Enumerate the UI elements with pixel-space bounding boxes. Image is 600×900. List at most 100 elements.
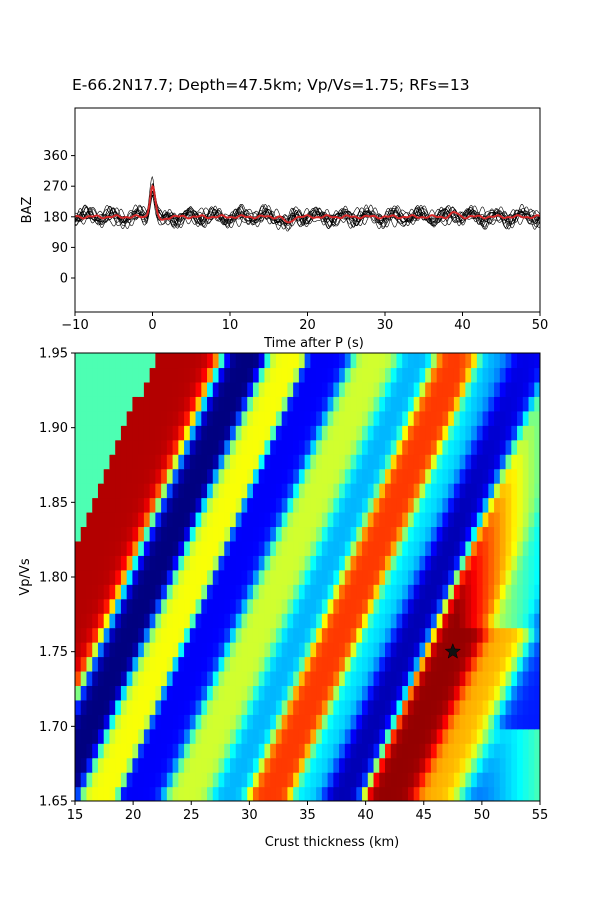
heatmap-cell: [327, 410, 334, 426]
heatmap-cell: [126, 613, 134, 629]
heatmap-cell: [86, 410, 93, 426]
heatmap-cell: [304, 728, 311, 744]
heatmap-cell: [80, 627, 88, 643]
heatmap-cell: [126, 396, 134, 412]
heatmap-cell: [86, 454, 93, 470]
heatmap-cell: [132, 425, 139, 441]
heatmap-cell: [425, 786, 432, 801]
heatmap-cell: [505, 497, 512, 513]
heatmap-cell: [494, 642, 501, 658]
heatmap-cell: [327, 381, 334, 397]
heatmap-cell: [126, 598, 134, 614]
heatmap-cell: [281, 786, 289, 801]
heatmap-cell: [534, 728, 540, 744]
heatmap-cell: [476, 685, 484, 701]
heatmap-cell: [103, 367, 111, 383]
heatmap-cell: [201, 526, 208, 542]
heatmap-cell: [344, 468, 352, 484]
heatmap-cell: [224, 714, 231, 730]
heatmap-cell: [184, 526, 191, 542]
heatmap-cell: [298, 497, 306, 513]
heatmap-cell: [75, 743, 82, 759]
heatmap-cell: [189, 396, 197, 412]
heatmap-cell: [86, 598, 93, 614]
heatmap-cell: [75, 439, 82, 455]
heatmap-cell: [528, 743, 535, 759]
heatmap-cell: [419, 685, 426, 701]
heatmap-cell: [528, 526, 535, 542]
heatmap-cell: [402, 642, 409, 658]
heatmap-cell: [517, 497, 524, 513]
heatmap-cell: [218, 743, 225, 759]
heatmap-cell: [310, 483, 317, 499]
heatmap-cell: [207, 396, 214, 412]
heatmap-cell: [235, 656, 243, 672]
heatmap-cell: [172, 353, 179, 369]
heatmap-cell: [425, 598, 432, 614]
heatmap-cell: [126, 569, 134, 585]
x-tick-label: 30: [377, 318, 394, 333]
heatmap-cell: [448, 367, 455, 383]
heatmap-cell: [413, 526, 421, 542]
heatmap-cell: [448, 772, 455, 788]
heatmap-cell: [356, 699, 363, 715]
heatmap-cell: [373, 425, 380, 441]
heatmap-cell: [103, 670, 111, 686]
heatmap-y-axis-label: Vp/Vs: [18, 558, 33, 595]
heatmap-cell: [327, 353, 334, 369]
heatmap-cell: [448, 627, 455, 643]
heatmap-cell: [132, 511, 139, 528]
heatmap-cell: [195, 656, 202, 672]
heatmap-cell: [92, 454, 99, 470]
heatmap-cell: [367, 555, 375, 571]
heatmap-cell: [339, 454, 346, 470]
heatmap-cell: [476, 540, 484, 556]
heatmap-cell: [471, 642, 478, 658]
heatmap-cell: [109, 598, 116, 614]
heatmap-cell: [430, 381, 438, 397]
heatmap-cell: [528, 584, 535, 600]
heatmap-cell: [453, 743, 461, 759]
heatmap-cell: [270, 670, 277, 686]
heatmap-cell: [270, 367, 277, 383]
heatmap-cell: [499, 743, 507, 759]
heatmap-cell: [499, 367, 507, 383]
heatmap-cell: [390, 454, 398, 470]
heatmap-cell: [482, 468, 489, 484]
heatmap-cell: [373, 598, 380, 614]
heatmap-cell: [252, 483, 260, 499]
heatmap-cell: [80, 670, 88, 686]
heatmap-cell: [350, 670, 357, 686]
heatmap-cell: [258, 497, 266, 513]
heatmap-cell: [534, 656, 540, 672]
heatmap-cell: [453, 569, 461, 585]
heatmap-cell: [132, 497, 139, 513]
heatmap-cell: [224, 699, 231, 715]
heatmap-cell: [494, 540, 501, 556]
heatmap-cell: [80, 454, 88, 470]
heatmap-cell: [327, 526, 334, 542]
heatmap-cell: [258, 511, 266, 528]
heatmap-cell: [120, 699, 128, 715]
heatmap-cell: [97, 468, 105, 484]
heatmap-cell: [149, 772, 156, 788]
heatmap-cell: [494, 526, 501, 542]
heatmap-cell: [517, 425, 524, 441]
heatmap-cell: [224, 757, 231, 773]
heatmap-cell: [241, 786, 248, 801]
heatmap-cell: [379, 757, 386, 773]
heatmap-cell: [333, 425, 340, 441]
heatmap-cell: [339, 410, 346, 426]
heatmap-cell: [258, 526, 266, 542]
heatmap-cell: [235, 584, 243, 600]
heatmap-cell: [103, 757, 111, 773]
heatmap-cell: [275, 786, 283, 801]
heatmap-cell: [402, 757, 409, 773]
heatmap-cell: [344, 743, 352, 759]
heatmap-cell: [522, 396, 530, 412]
heatmap-cell: [379, 656, 386, 672]
trace-y-axis-label: BAZ: [20, 197, 35, 224]
heatmap-cell: [109, 454, 116, 470]
heatmap-cell: [333, 353, 340, 369]
heatmap-cell: [442, 511, 449, 528]
